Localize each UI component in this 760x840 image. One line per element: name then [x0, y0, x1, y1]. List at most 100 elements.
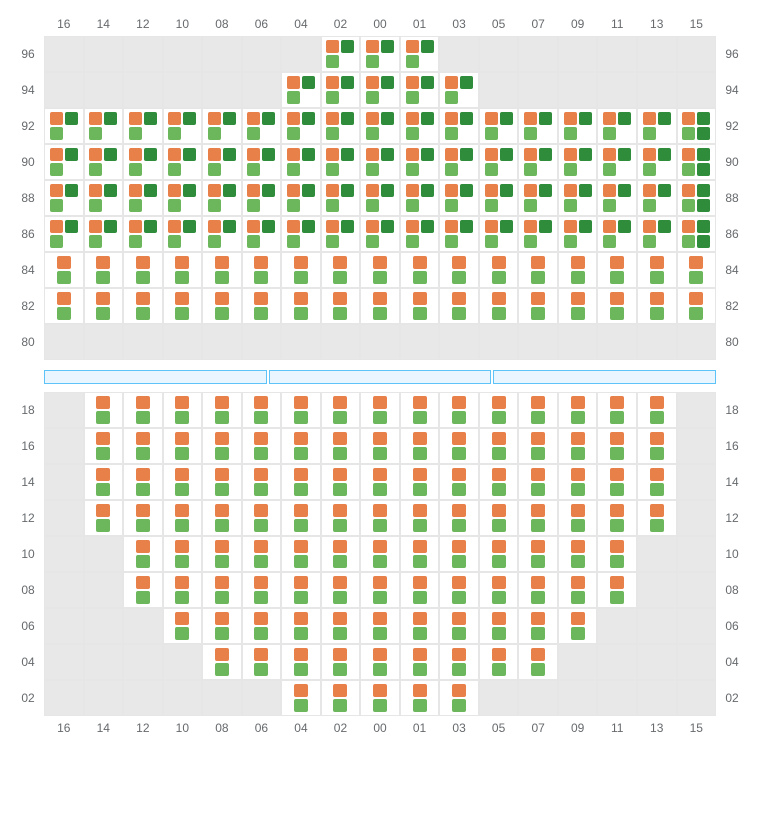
- seat-cell[interactable]: [321, 500, 361, 536]
- seat-marker[interactable]: [104, 148, 117, 161]
- seat-cell[interactable]: [360, 180, 400, 216]
- seat-pair[interactable]: [215, 540, 229, 568]
- seat-marker[interactable]: [492, 271, 506, 284]
- seat-pair[interactable]: [96, 292, 110, 320]
- seat-quad[interactable]: [643, 184, 671, 212]
- seat-marker[interactable]: [294, 432, 308, 445]
- seat-cell[interactable]: [281, 500, 321, 536]
- seat-marker[interactable]: [579, 112, 592, 125]
- seat-quad[interactable]: [406, 112, 434, 140]
- seat-pair[interactable]: [373, 504, 387, 532]
- seat-marker[interactable]: [254, 663, 268, 676]
- seat-marker[interactable]: [650, 271, 664, 284]
- seat-cell[interactable]: [677, 288, 717, 324]
- seat-cell[interactable]: [281, 464, 321, 500]
- seat-marker[interactable]: [373, 540, 387, 553]
- seat-marker[interactable]: [452, 699, 466, 712]
- seat-marker[interactable]: [579, 184, 592, 197]
- seat-marker[interactable]: [500, 112, 513, 125]
- seat-pair[interactable]: [452, 432, 466, 460]
- seat-marker[interactable]: [57, 307, 71, 320]
- seat-quad[interactable]: [208, 112, 236, 140]
- seat-marker[interactable]: [381, 112, 394, 125]
- seat-marker[interactable]: [610, 292, 624, 305]
- seat-marker[interactable]: [610, 591, 624, 604]
- seat-marker[interactable]: [452, 648, 466, 661]
- seat-marker[interactable]: [524, 235, 537, 248]
- seat-marker[interactable]: [658, 112, 671, 125]
- seat-cell[interactable]: [360, 608, 400, 644]
- seat-cell[interactable]: [242, 428, 282, 464]
- seat-cell[interactable]: [84, 428, 124, 464]
- seat-marker[interactable]: [452, 663, 466, 676]
- seat-cell[interactable]: [479, 536, 519, 572]
- seat-pair[interactable]: [175, 576, 189, 604]
- seat-marker[interactable]: [326, 163, 339, 176]
- seat-pair[interactable]: [571, 504, 585, 532]
- seat-marker[interactable]: [89, 220, 102, 233]
- seat-marker[interactable]: [492, 648, 506, 661]
- seat-marker[interactable]: [366, 112, 379, 125]
- seat-marker[interactable]: [531, 432, 545, 445]
- seat-pair[interactable]: [294, 432, 308, 460]
- seat-marker[interactable]: [682, 127, 695, 140]
- seat-cell[interactable]: [479, 144, 519, 180]
- seat-pair[interactable]: [610, 256, 624, 284]
- seat-pair[interactable]: [452, 612, 466, 640]
- seat-marker[interactable]: [682, 148, 695, 161]
- seat-marker[interactable]: [500, 184, 513, 197]
- seat-marker[interactable]: [564, 112, 577, 125]
- seat-marker[interactable]: [333, 576, 347, 589]
- seat-marker[interactable]: [406, 235, 419, 248]
- seat-marker[interactable]: [96, 447, 110, 460]
- seat-marker[interactable]: [136, 271, 150, 284]
- seat-quad[interactable]: [366, 112, 394, 140]
- seat-marker[interactable]: [168, 235, 181, 248]
- seat-quad[interactable]: [524, 148, 552, 176]
- seat-marker[interactable]: [658, 220, 671, 233]
- seat-marker[interactable]: [168, 163, 181, 176]
- seat-cell[interactable]: [439, 500, 479, 536]
- seat-quad[interactable]: [89, 148, 117, 176]
- seat-pair[interactable]: [531, 292, 545, 320]
- seat-cell[interactable]: [242, 608, 282, 644]
- seat-marker[interactable]: [168, 220, 181, 233]
- seat-cell[interactable]: [479, 180, 519, 216]
- seat-marker[interactable]: [603, 148, 616, 161]
- seat-marker[interactable]: [373, 663, 387, 676]
- seat-pair[interactable]: [452, 396, 466, 424]
- seat-marker[interactable]: [452, 555, 466, 568]
- seat-marker[interactable]: [57, 256, 71, 269]
- seat-cell[interactable]: [202, 216, 242, 252]
- seat-marker[interactable]: [571, 555, 585, 568]
- seat-marker[interactable]: [571, 576, 585, 589]
- seat-cell[interactable]: [479, 608, 519, 644]
- seat-pair[interactable]: [215, 468, 229, 496]
- seat-marker[interactable]: [492, 555, 506, 568]
- seat-quad[interactable]: [524, 220, 552, 248]
- seat-marker[interactable]: [485, 235, 498, 248]
- seat-marker[interactable]: [531, 555, 545, 568]
- seat-cell[interactable]: [281, 572, 321, 608]
- seat-marker[interactable]: [460, 220, 473, 233]
- seat-cell[interactable]: [637, 392, 677, 428]
- seat-quad[interactable]: [445, 220, 473, 248]
- seat-cell[interactable]: [558, 144, 598, 180]
- seat-marker[interactable]: [571, 519, 585, 532]
- seat-marker[interactable]: [96, 468, 110, 481]
- seat-pair[interactable]: [413, 576, 427, 604]
- seat-cell[interactable]: [242, 216, 282, 252]
- seat-pair[interactable]: [413, 468, 427, 496]
- seat-pair[interactable]: [333, 396, 347, 424]
- seat-cell[interactable]: [597, 392, 637, 428]
- seat-pair[interactable]: [492, 396, 506, 424]
- seat-cell[interactable]: [44, 216, 84, 252]
- seat-pair[interactable]: [333, 504, 347, 532]
- seat-cell[interactable]: [439, 464, 479, 500]
- seat-marker[interactable]: [531, 447, 545, 460]
- seat-marker[interactable]: [571, 292, 585, 305]
- seat-quad[interactable]: [564, 220, 592, 248]
- seat-cell[interactable]: [677, 180, 717, 216]
- seat-marker[interactable]: [175, 591, 189, 604]
- seat-pair[interactable]: [571, 612, 585, 640]
